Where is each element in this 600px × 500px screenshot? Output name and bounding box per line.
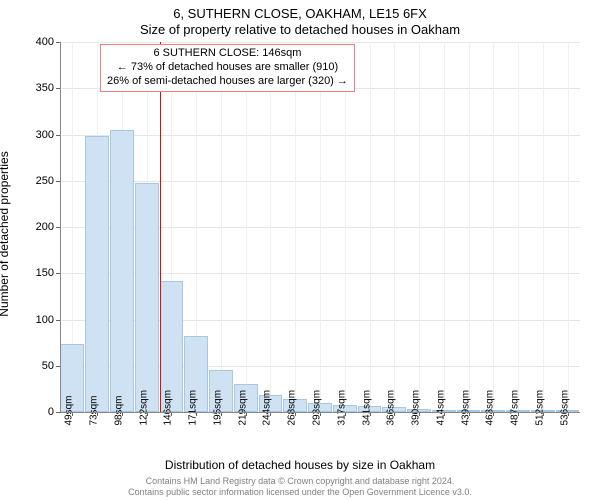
y-tick-label: 0 — [14, 406, 54, 418]
grid-line-v — [444, 42, 445, 412]
footer-line1: Contains HM Land Registry data © Crown c… — [0, 476, 600, 487]
y-tick-label: 400 — [14, 36, 54, 48]
annotation-line3: 26% of semi-detached houses are larger (… — [107, 75, 348, 89]
y-tick-label: 150 — [14, 267, 54, 279]
y-tick-label: 200 — [14, 221, 54, 233]
annotation-box: 6 SUTHERN CLOSE: 146sqm ← 73% of detache… — [100, 44, 355, 92]
grid-line-v — [345, 42, 346, 412]
grid-line-v — [568, 42, 569, 412]
grid-line-v — [394, 42, 395, 412]
y-axis-line — [60, 42, 61, 412]
annotation-line1: 6 SUTHERN CLOSE: 146sqm — [107, 47, 348, 61]
grid-line-v — [518, 42, 519, 412]
grid-line-v — [246, 42, 247, 412]
histogram-bar — [110, 130, 134, 412]
y-tick-label: 300 — [14, 129, 54, 141]
y-tick-label: 100 — [14, 314, 54, 326]
y-axis-label: Number of detached properties — [0, 151, 11, 316]
chart-title-sub: Size of property relative to detached ho… — [0, 22, 600, 37]
plot-area — [60, 42, 580, 412]
y-tick-label: 250 — [14, 175, 54, 187]
grid-line-v — [295, 42, 296, 412]
x-axis-label: Distribution of detached houses by size … — [0, 458, 600, 472]
chart-title-main: 6, SUTHERN CLOSE, OAKHAM, LE15 6FX — [0, 6, 600, 21]
grid-line-v — [493, 42, 494, 412]
histogram-bar — [135, 183, 159, 412]
grid-line-v — [469, 42, 470, 412]
reference-line — [160, 42, 162, 412]
grid-line-v — [221, 42, 222, 412]
grid-line-v — [370, 42, 371, 412]
grid-line-v — [543, 42, 544, 412]
grid-line-v — [270, 42, 271, 412]
histogram-bar — [85, 136, 109, 412]
x-axis-line — [60, 412, 580, 413]
annotation-line2: ← 73% of detached houses are smaller (91… — [107, 61, 348, 75]
y-tick-label: 350 — [14, 82, 54, 94]
footer-attribution: Contains HM Land Registry data © Crown c… — [0, 476, 600, 498]
grid-line-v — [419, 42, 420, 412]
footer-line2: Contains public sector information licen… — [0, 487, 600, 498]
y-tick-label: 50 — [14, 360, 54, 372]
grid-line-v — [320, 42, 321, 412]
